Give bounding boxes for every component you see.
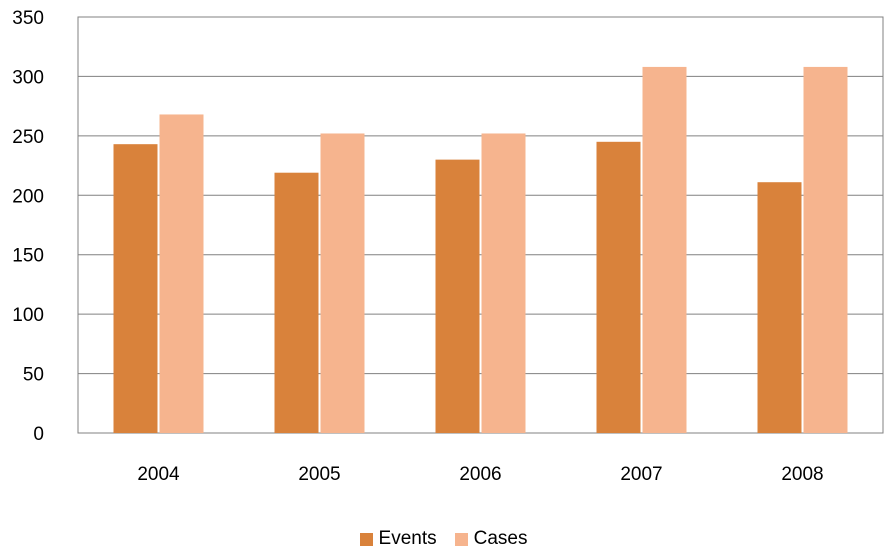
y-tick-label: 250 xyxy=(12,127,44,148)
bar-events-2007 xyxy=(596,141,641,434)
y-tick-label: 100 xyxy=(12,305,44,326)
y-tick-label: 350 xyxy=(12,8,44,29)
gridlines xyxy=(78,75,883,375)
bar-cases-2004 xyxy=(159,114,204,433)
x-tick-label: 2004 xyxy=(137,464,180,485)
x-axis-tick-labels: 2004 2005 2006 2007 2008 xyxy=(137,464,823,485)
y-tick-label: 300 xyxy=(12,67,44,88)
bar-events-2006 xyxy=(435,159,480,433)
plot-area xyxy=(77,16,884,434)
y-tick-label: 50 xyxy=(23,365,44,386)
bar-cases-2007 xyxy=(642,66,687,434)
bar-events-2008 xyxy=(757,182,802,433)
y-axis-tick-labels: 0 50 100 150 200 250 300 350 xyxy=(12,8,44,445)
legend-item-events: Events xyxy=(359,528,437,550)
bar-cases-2008 xyxy=(803,66,848,434)
legend-swatch-events xyxy=(359,532,373,546)
bar-cases-2005 xyxy=(320,133,365,434)
bar-events-2004 xyxy=(113,144,158,434)
bars xyxy=(113,66,848,434)
legend-label-events: Events xyxy=(378,528,437,549)
bar-events-2005 xyxy=(274,172,319,433)
x-tick-label: 2008 xyxy=(781,464,823,485)
legend-swatch-cases xyxy=(454,532,468,546)
y-tick-label: 200 xyxy=(12,186,44,207)
x-tick-label: 2007 xyxy=(620,464,662,485)
legend-label-cases: Cases xyxy=(473,528,528,549)
y-tick-label: 150 xyxy=(12,246,44,267)
x-tick-label: 2006 xyxy=(459,464,501,485)
y-tick-label: 0 xyxy=(33,424,44,445)
x-tick-label: 2005 xyxy=(298,464,340,485)
legend: Events Cases xyxy=(0,528,887,550)
bar-cases-2006 xyxy=(481,133,526,434)
legend-item-cases: Cases xyxy=(454,528,528,550)
